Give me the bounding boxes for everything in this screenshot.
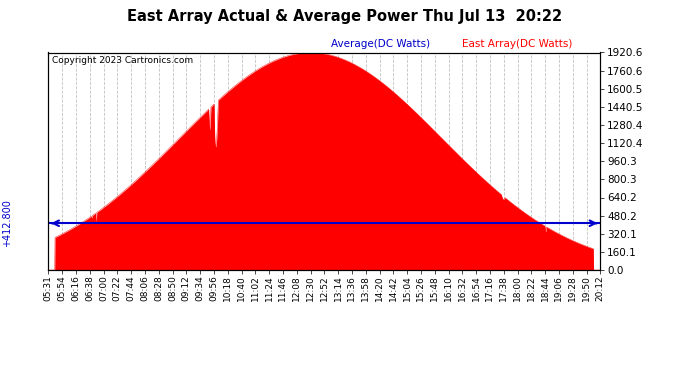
Text: Average(DC Watts): Average(DC Watts) bbox=[331, 39, 431, 49]
Text: East Array Actual & Average Power Thu Jul 13  20:22: East Array Actual & Average Power Thu Ju… bbox=[128, 9, 562, 24]
Text: Copyright 2023 Cartronics.com: Copyright 2023 Cartronics.com bbox=[52, 56, 193, 65]
Text: East Array(DC Watts): East Array(DC Watts) bbox=[462, 39, 573, 49]
Text: +412.800: +412.800 bbox=[2, 200, 12, 247]
